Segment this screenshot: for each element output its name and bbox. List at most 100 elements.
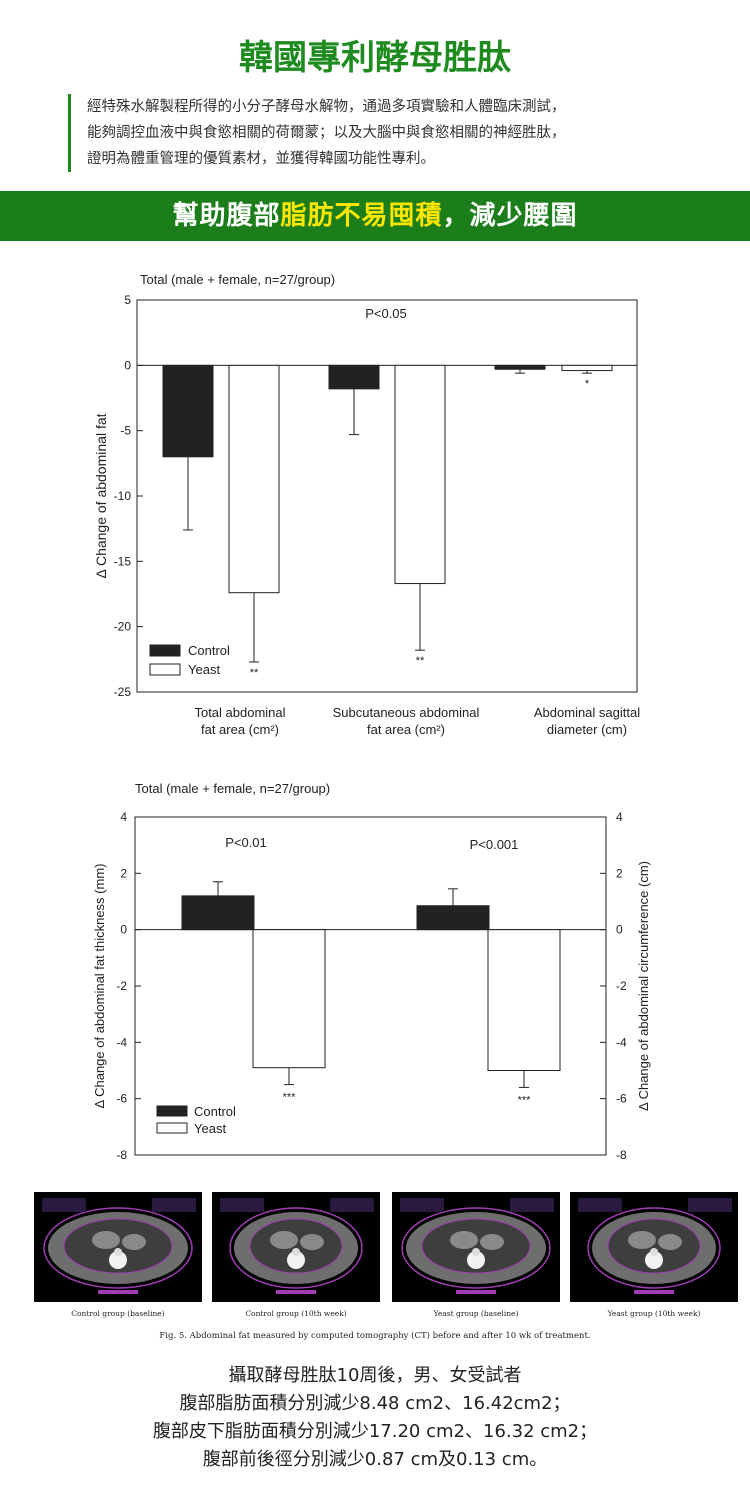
intro-line: 能夠調控血液中與食慾相關的荷爾蒙；以及大腦中與食慾相關的神經胜肽， [87, 125, 566, 141]
ct-outer-contour [43, 1207, 193, 1289]
ct-organ [300, 1234, 324, 1250]
y-tick-label-right: 2 [616, 866, 623, 880]
legend-swatch [156, 1105, 188, 1117]
ct-inner-contour [421, 1218, 531, 1274]
x-category-label: Abdominal sagittal diameter (cm) [534, 705, 640, 737]
ct-overlay-text [330, 1198, 374, 1212]
ct-panel-caption: Control group (baseline) [71, 1309, 165, 1318]
banner-text: 幫助腹部 [172, 201, 281, 231]
y-tick-label: -15 [114, 554, 132, 568]
ct-figure: Control group (baseline) Control group (… [0, 1190, 750, 1350]
ct-organ [658, 1234, 682, 1250]
ct-inner-contour [63, 1218, 173, 1274]
legend-label: Control [188, 643, 230, 658]
significance-label: * [585, 378, 590, 390]
ct-overlay-text [688, 1198, 732, 1212]
banner-highlight: 脂肪不易囤積 [280, 201, 443, 231]
y-tick-label: 5 [124, 293, 131, 307]
ct-vessel [472, 1248, 480, 1256]
ct-overlay-text [510, 1198, 554, 1212]
bar-yeast [228, 364, 280, 594]
chart-title: Total (male + female, n=27/group) [135, 781, 330, 796]
abdominal-fat-chart: Total (male + female, n=27/group) 5 0 -5 -10… [93, 272, 640, 737]
bar-yeast [561, 364, 613, 372]
legend-label: Yeast [194, 1121, 226, 1136]
y-tick-label: 4 [120, 810, 127, 824]
x-category-label: Subcutaneous abdominal fat area (cm²) [333, 705, 480, 737]
ct-outer-contour [229, 1207, 363, 1289]
y-tick-label: -5 [120, 424, 131, 438]
y-tick-label: 2 [120, 866, 127, 880]
legend-label: Control [194, 1104, 236, 1119]
summary-line: 攝取酵母胜肽10周後，男、女受試者 [228, 1365, 522, 1386]
y-tick-label: -20 [114, 620, 132, 634]
p-value-label: P<0.01 [225, 835, 267, 850]
headline-banner: 幫助腹部脂肪不易囤積，減少腰圍 [0, 191, 750, 241]
ct-vessel [292, 1248, 300, 1256]
significance-label: ** [250, 667, 259, 679]
ct-overlay-text [152, 1198, 196, 1212]
y-tick-label: -25 [114, 685, 132, 699]
ct-overlay-text [276, 1290, 316, 1294]
ct-organ [628, 1231, 656, 1249]
intro-line: 證明為體重管理的優質素材，並獲得韓國功能性專利。 [87, 151, 435, 167]
ct-organ [122, 1234, 146, 1250]
y-axis-label-right: Δ Change of abdominal circumference (cm) [636, 861, 651, 1111]
bar-yeast [487, 929, 561, 1071]
intro-text: 經特殊水解製程所得的小分子酵母水解物，通過多項實驗和人體臨床測試， 能夠調控血液… [68, 94, 698, 172]
ct-organ [480, 1234, 504, 1250]
ct-scan-image [392, 1192, 560, 1302]
summary-line: 腹部前後徑分別減少0.87 cm及0.13 cm。 [202, 1449, 548, 1470]
ct-organ [450, 1231, 478, 1249]
ct-scan-image [34, 1192, 202, 1302]
intro-line: 經特殊水解製程所得的小分子酵母水解物，通過多項實驗和人體臨床測試， [87, 99, 566, 115]
ct-panel-caption: Control group (10th week) [245, 1309, 347, 1318]
page-title: 韓國專利酵母胜肽 [239, 38, 511, 78]
ct-vessel [650, 1248, 658, 1256]
bar-yeast [394, 364, 446, 585]
x-category-label: Total abdominal fat area (cm²) [194, 705, 285, 737]
ct-overlay-text [220, 1198, 264, 1212]
chart-title: Total (male + female, n=27/group) [140, 272, 335, 287]
ct-organ [270, 1231, 298, 1249]
bar-control [181, 895, 255, 931]
ct-outer-contour [401, 1207, 551, 1289]
y-tick-label: -10 [114, 489, 132, 503]
y-tick-label-right: 0 [616, 923, 623, 937]
ct-panel-caption: Yeast group (10th week) [607, 1309, 701, 1318]
bar-control [416, 905, 490, 931]
bar-control [162, 364, 214, 458]
summary-line: 腹部皮下脂肪面積分別減少17.20 cm2、16.32 cm2； [152, 1421, 598, 1442]
y-tick-label-right: 4 [616, 810, 623, 824]
ct-spine [287, 1251, 305, 1269]
y-tick-label-right: -4 [616, 1035, 627, 1049]
ct-inner-contour [249, 1218, 343, 1274]
y-tick-label: -8 [116, 1148, 127, 1162]
legend-swatch [149, 663, 181, 676]
legend-label: Yeast [188, 662, 220, 677]
ct-overlay-text [42, 1198, 86, 1212]
y-tick-label-right: -8 [616, 1148, 627, 1162]
ct-panel-caption: Yeast group (baseline) [433, 1309, 519, 1318]
y-tick-label-right: -2 [616, 979, 627, 993]
bar-yeast [252, 929, 326, 1069]
y-tick-label: 0 [120, 923, 127, 937]
plot-frame [136, 299, 638, 693]
ct-scan-image [212, 1192, 380, 1302]
bar-control [328, 364, 380, 390]
legend-swatch [156, 1122, 188, 1134]
summary-text: 攝取酵母胜肽10周後，男、女受試者 腹部脂肪面積分別減少8.48 cm2、16.… [0, 1362, 750, 1474]
p-value-label: P<0.05 [365, 306, 407, 321]
banner-text-end: ，減少腰圍 [442, 201, 578, 231]
legend-swatch [149, 644, 181, 657]
p-value-label: P<0.001 [470, 837, 519, 852]
ct-scan-image [570, 1192, 738, 1302]
y-tick-label-right: -6 [616, 1092, 627, 1106]
significance-label: ** [416, 655, 425, 667]
y-tick-label: -4 [116, 1035, 127, 1049]
y-tick-label: -6 [116, 1092, 127, 1106]
ct-spine [645, 1251, 663, 1269]
y-axis-label: Δ Change of abdominal fat [93, 413, 109, 578]
significance-label: *** [283, 1092, 297, 1104]
figure-caption: Fig. 5. Abdominal fat measured by comput… [159, 1331, 591, 1341]
